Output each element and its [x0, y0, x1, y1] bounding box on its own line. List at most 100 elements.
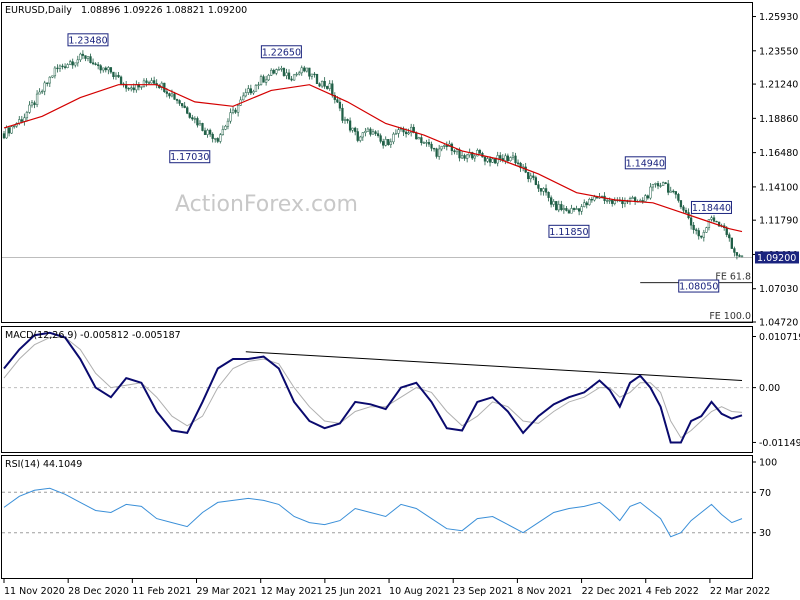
candle-body — [735, 252, 739, 256]
candle-body — [664, 182, 667, 185]
candle-body — [193, 118, 197, 120]
candle-body — [173, 93, 176, 100]
candle-body — [590, 199, 594, 201]
candle-body — [422, 142, 426, 144]
candle-body — [84, 55, 87, 59]
candle-body — [28, 104, 31, 113]
candle-body — [236, 105, 240, 113]
candle-body — [712, 217, 716, 222]
candle-body — [79, 53, 82, 61]
candle-body — [547, 192, 550, 198]
pivot-label-box — [169, 150, 211, 164]
price-panel: 1.25930 1.23550 1.21240 1.18860 1.16480 1.141… — [2, 5, 799, 329]
candle-body — [38, 91, 41, 95]
candle-body — [371, 131, 375, 135]
time-tick-label: 11 Nov 2020 — [4, 586, 65, 597]
candle-body — [224, 125, 227, 130]
candle-body — [651, 184, 655, 188]
time-tick-label: 28 Dec 2020 — [68, 586, 129, 597]
candle-body — [298, 72, 301, 75]
candle-body — [71, 61, 74, 66]
candle-body — [730, 237, 733, 249]
symbol-label: EURUSD,Daily — [5, 5, 72, 16]
candle-body — [387, 139, 390, 145]
pivot-label-text: 1.22650 — [262, 47, 301, 58]
candle-body — [191, 117, 194, 120]
candle-body — [575, 208, 578, 210]
candle-body — [435, 148, 438, 157]
candle-body — [275, 69, 278, 74]
time-tick-label: 11 Feb 2021 — [132, 586, 191, 597]
price-tick-label: 1.14100 — [759, 182, 798, 193]
candle-body — [656, 183, 660, 187]
time-tick-label: 22 Mar 2022 — [710, 586, 770, 597]
candle-body — [427, 142, 431, 145]
macd-title: MACD(12,26,9) -0.005812 -0.005187 — [5, 330, 181, 341]
candle-body — [483, 156, 487, 162]
candle-body — [257, 84, 260, 86]
candle-body — [511, 155, 515, 158]
candle-body — [476, 150, 479, 157]
candle-body — [555, 201, 558, 211]
candle-body — [613, 200, 616, 204]
candle-body — [565, 208, 568, 211]
macd-panel: 0.010719 0.00 -0.011499 MACD(12,26,9) -0.0… — [2, 330, 800, 449]
candle-body — [443, 145, 446, 147]
candle-body — [219, 134, 222, 142]
candle-body — [486, 158, 489, 162]
price-tick-label: 1.25930 — [759, 12, 798, 23]
candle-body — [112, 71, 115, 77]
candle-body — [140, 86, 143, 88]
candle-body — [389, 141, 392, 145]
candle-body — [644, 195, 647, 202]
candle-body — [611, 199, 614, 204]
pivot-label-box — [678, 279, 720, 293]
candle-body — [679, 200, 683, 208]
candle-body — [2, 133, 6, 139]
candle-body — [659, 185, 662, 187]
candle-body — [114, 74, 118, 77]
candle-body — [145, 80, 148, 83]
candle-body — [287, 72, 291, 80]
candle-body — [336, 99, 339, 103]
candle-body — [20, 119, 23, 122]
candle-body — [397, 129, 400, 134]
candle-body — [51, 75, 54, 78]
candle-body — [715, 220, 718, 223]
candle-body — [425, 142, 428, 144]
candle-body — [649, 186, 652, 199]
candle-body — [374, 131, 377, 134]
candle-body — [56, 67, 59, 70]
pivot-label-text: 1.14940 — [626, 158, 665, 169]
candle-body — [460, 155, 464, 159]
candle-body — [667, 183, 670, 193]
candle-body — [201, 123, 204, 131]
candle-body — [282, 68, 286, 76]
candle-body — [328, 83, 331, 89]
candle-body — [63, 66, 67, 68]
candle-body — [361, 132, 364, 138]
candle-body — [160, 82, 163, 88]
candle-body — [33, 102, 36, 105]
candlesticks — [2, 50, 744, 260]
rsi-axis: 100 70 30 — [752, 458, 777, 539]
pivot-label-text: 1.23480 — [68, 35, 107, 46]
rsi-line — [3, 487, 743, 538]
candle-body — [466, 154, 469, 159]
candle-body — [13, 125, 16, 128]
pivot-label-box — [690, 200, 732, 214]
candle-body — [41, 90, 44, 93]
price-tick-label: 1.07030 — [759, 284, 798, 295]
candle-body — [458, 149, 461, 159]
candle-body — [86, 56, 90, 59]
candle-body — [608, 199, 611, 202]
candle-body — [206, 129, 209, 135]
candle-body — [7, 127, 11, 134]
candle-body — [61, 65, 64, 68]
candle-body — [23, 117, 26, 122]
candle-body — [438, 148, 441, 157]
candle-body — [445, 145, 448, 147]
candle-body — [43, 82, 46, 92]
candle-body — [641, 200, 644, 202]
